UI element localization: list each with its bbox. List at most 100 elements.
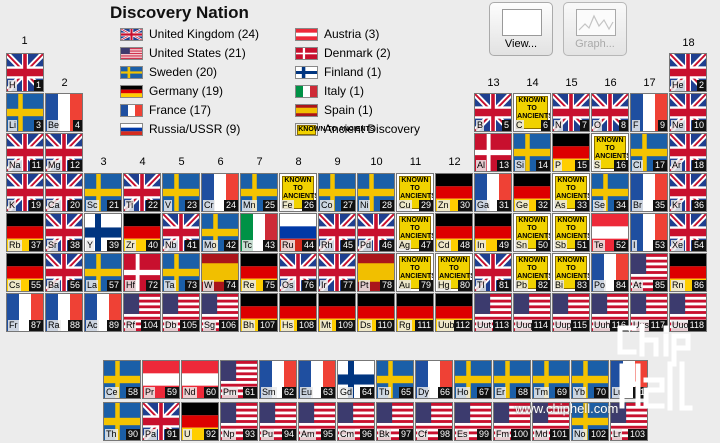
element-md[interactable]: Md 101: [532, 402, 570, 441]
element-re[interactable]: Re 75: [240, 253, 278, 292]
element-bk[interactable]: Bk 97: [376, 402, 414, 441]
element-mo[interactable]: Mo 42: [201, 213, 239, 252]
element-am[interactable]: Am 95: [298, 402, 336, 441]
element-xe[interactable]: Xe 54: [669, 213, 707, 252]
element-rn[interactable]: Rn 86: [669, 253, 707, 292]
element-ru[interactable]: Ru 44: [279, 213, 317, 252]
element-pd[interactable]: Pd 46: [357, 213, 395, 252]
element-tc[interactable]: Tc 43: [240, 213, 278, 252]
element-pa[interactable]: Pa 91: [142, 402, 180, 441]
element-ni[interactable]: Ni 28: [357, 173, 395, 212]
element-uuq[interactable]: Uuq 114: [513, 293, 551, 332]
element-tl[interactable]: Tl 81: [474, 253, 512, 292]
element-mt[interactable]: Mt 109: [318, 293, 356, 332]
element-co[interactable]: Co 27: [318, 173, 356, 212]
element-i[interactable]: I 53: [630, 213, 668, 252]
element-pt[interactable]: Pt 78: [357, 253, 395, 292]
element-cd[interactable]: Cd 48: [435, 213, 473, 252]
element-sn[interactable]: KNOWN TO ANCIENTS Sn 50: [513, 213, 551, 252]
element-br[interactable]: Br 35: [630, 173, 668, 212]
element-fm[interactable]: Fm 100: [493, 402, 531, 441]
element-ds[interactable]: Ds 110: [357, 293, 395, 332]
element-c[interactable]: KNOWN TO ANCIENTS C 6: [513, 93, 551, 132]
element-th[interactable]: Th 90: [103, 402, 141, 441]
element-tm[interactable]: Tm 69: [532, 360, 570, 399]
graph-button[interactable]: Graph...: [563, 2, 627, 56]
element-uub[interactable]: Uub 112: [435, 293, 473, 332]
element-ba[interactable]: Ba 56: [45, 253, 83, 292]
element-ge[interactable]: Ge 32: [513, 173, 551, 212]
element-sg[interactable]: Sg 106: [201, 293, 239, 332]
element-te[interactable]: Te 52: [591, 213, 629, 252]
element-tb[interactable]: Tb 65: [376, 360, 414, 399]
element-bh[interactable]: Bh 107: [240, 293, 278, 332]
element-hs[interactable]: Hs 108: [279, 293, 317, 332]
element-pr[interactable]: Pr 59: [142, 360, 180, 399]
element-ti[interactable]: Ti 22: [123, 173, 161, 212]
element-v[interactable]: V 23: [162, 173, 200, 212]
element-cl[interactable]: Cl 17: [630, 133, 668, 172]
element-k[interactable]: K 19: [6, 173, 44, 212]
element-mg[interactable]: Mg 12: [45, 133, 83, 172]
element-w[interactable]: W 74: [201, 253, 239, 292]
element-ra[interactable]: Ra 88: [45, 293, 83, 332]
element-al[interactable]: Al 13: [474, 133, 512, 172]
element-pm[interactable]: Pm 61: [220, 360, 258, 399]
element-ar[interactable]: Ar 18: [669, 133, 707, 172]
element-cf[interactable]: Cf 98: [415, 402, 453, 441]
element-kr[interactable]: Kr 36: [669, 173, 707, 212]
element-at[interactable]: At 85: [630, 253, 668, 292]
element-np[interactable]: Np 93: [220, 402, 258, 441]
element-ac[interactable]: Ac 89: [84, 293, 122, 332]
element-uut[interactable]: Uut 113: [474, 293, 512, 332]
element-ta[interactable]: Ta 73: [162, 253, 200, 292]
element-li[interactable]: Li 3: [6, 93, 44, 132]
element-y[interactable]: Y 39: [84, 213, 122, 252]
element-as[interactable]: KNOWN TO ANCIENTS As 33: [552, 173, 590, 212]
element-er[interactable]: Er 68: [493, 360, 531, 399]
element-uup[interactable]: Uup 115: [552, 293, 590, 332]
element-cr[interactable]: Cr 24: [201, 173, 239, 212]
element-ce[interactable]: Ce 58: [103, 360, 141, 399]
element-ir[interactable]: Ir 77: [318, 253, 356, 292]
element-yb[interactable]: Yb 70: [571, 360, 609, 399]
element-no[interactable]: No 102: [571, 402, 609, 441]
element-in[interactable]: In 49: [474, 213, 512, 252]
element-eu[interactable]: Eu 63: [298, 360, 336, 399]
element-rb[interactable]: Rb 37: [6, 213, 44, 252]
element-os[interactable]: Os 76: [279, 253, 317, 292]
element-si[interactable]: Si 14: [513, 133, 551, 172]
element-pu[interactable]: Pu 94: [259, 402, 297, 441]
element-ho[interactable]: Ho 67: [454, 360, 492, 399]
element-rg[interactable]: Rg 111: [396, 293, 434, 332]
element-gd[interactable]: Gd 64: [337, 360, 375, 399]
element-es[interactable]: Es 99: [454, 402, 492, 441]
element-na[interactable]: Na 11: [6, 133, 44, 172]
element-he[interactable]: He 2: [669, 53, 707, 92]
element-mn[interactable]: Mn 25: [240, 173, 278, 212]
element-ne[interactable]: Ne 10: [669, 93, 707, 132]
element-cu[interactable]: KNOWN TO ANCIENTS Cu 29: [396, 173, 434, 212]
element-ag[interactable]: KNOWN TO ANCIENTS Ag 47: [396, 213, 434, 252]
element-be[interactable]: Be 4: [45, 93, 83, 132]
element-hg[interactable]: KNOWN TO ANCIENTS Hg 80: [435, 253, 473, 292]
element-sm[interactable]: Sm 62: [259, 360, 297, 399]
element-po[interactable]: Po 84: [591, 253, 629, 292]
element-bi[interactable]: KNOWN TO ANCIENTS Bi 83: [552, 253, 590, 292]
element-nb[interactable]: Nb 41: [162, 213, 200, 252]
element-zr[interactable]: Zr 40: [123, 213, 161, 252]
element-u[interactable]: U 92: [181, 402, 219, 441]
element-dy[interactable]: Dy 66: [415, 360, 453, 399]
element-db[interactable]: Db 105: [162, 293, 200, 332]
element-uuh[interactable]: Uuh 116: [591, 293, 629, 332]
element-rf[interactable]: Rf 104: [123, 293, 161, 332]
element-cs[interactable]: Cs 55: [6, 253, 44, 292]
element-s[interactable]: KNOWN TO ANCIENTS S 16: [591, 133, 629, 172]
element-rh[interactable]: Rh 45: [318, 213, 356, 252]
element-sr[interactable]: Sr 38: [45, 213, 83, 252]
element-se[interactable]: Se 34: [591, 173, 629, 212]
